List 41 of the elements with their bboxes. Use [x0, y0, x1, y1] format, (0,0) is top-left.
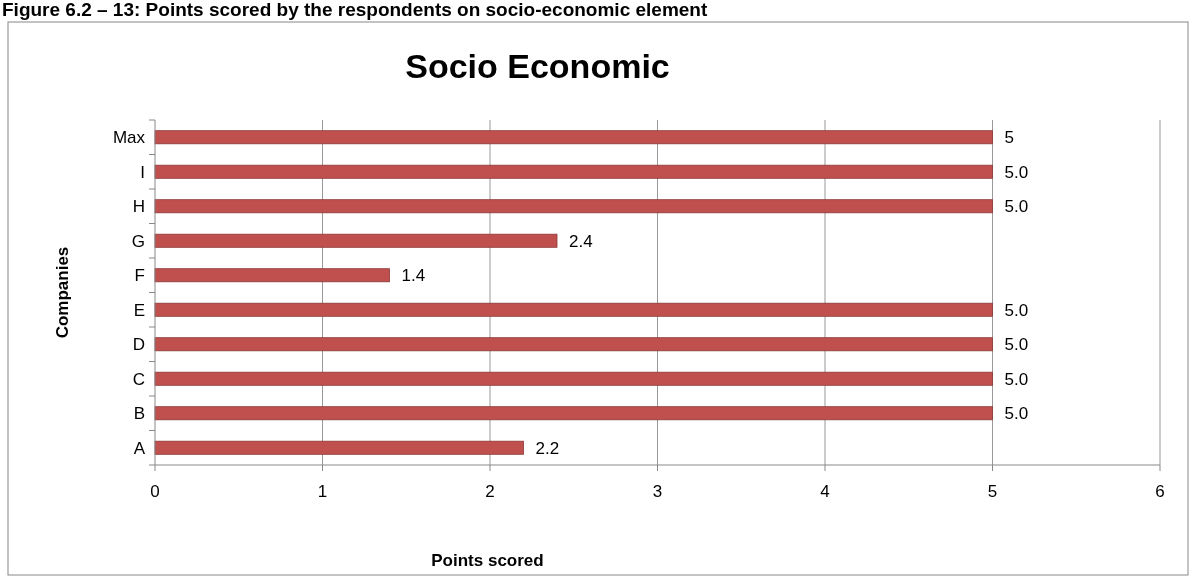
y-axis-title: Companies: [53, 246, 72, 339]
y-tick-label: B: [133, 404, 145, 424]
y-tick-label: A: [133, 438, 146, 458]
data-label: 5.0: [1004, 197, 1029, 217]
bar: [154, 406, 993, 421]
bar: [154, 371, 993, 386]
y-tick-label: H: [132, 197, 145, 217]
y-tick-label: G: [131, 231, 145, 251]
data-label: 5.0: [1004, 162, 1029, 182]
bar: [154, 199, 993, 214]
bar: [154, 130, 993, 145]
bar: [154, 233, 558, 248]
data-label: 5.0: [1004, 335, 1029, 355]
data-label: 5: [1004, 128, 1014, 148]
data-label: 5.0: [1004, 300, 1029, 320]
y-tick-label: E: [133, 300, 145, 320]
x-axis-title: Points scored: [431, 551, 544, 570]
y-tick-label: D: [132, 335, 145, 355]
bar: [154, 440, 524, 455]
x-tick-label: 0: [150, 482, 160, 501]
chart-title: Socio Economic: [405, 47, 670, 85]
data-label: 5.0: [1004, 369, 1029, 389]
x-tick-label: 3: [652, 482, 663, 501]
x-tick-label: 2: [485, 482, 495, 501]
bar: [154, 302, 993, 317]
y-tick-label: C: [132, 369, 145, 389]
data-label: 1.4: [401, 266, 426, 286]
bar: [154, 268, 390, 283]
bar: [154, 164, 993, 179]
x-tick-label: 6: [1155, 482, 1165, 501]
x-tick-label: 4: [820, 482, 830, 501]
bar: [154, 337, 993, 352]
data-label: 5.0: [1004, 404, 1029, 424]
data-label: 2.4: [569, 231, 593, 251]
y-tick-label: I: [140, 162, 145, 182]
y-tick-label: F: [134, 266, 145, 286]
y-tick-label: Max: [112, 128, 146, 148]
caption: Figure 6.2 – 13: Points scored by the respondents on socio-economic element: [2, 0, 708, 20]
x-tick-label: 5: [987, 482, 998, 501]
x-tick-label: 1: [317, 482, 328, 501]
data-label: 2.2: [535, 438, 560, 458]
